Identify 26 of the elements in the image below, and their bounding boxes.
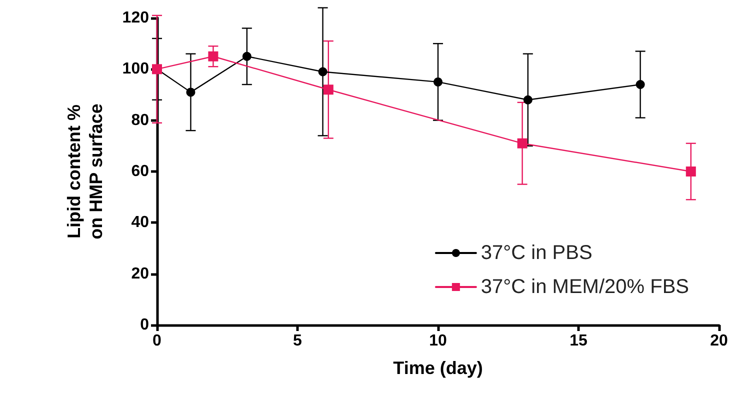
point	[242, 52, 252, 61]
point	[434, 77, 442, 86]
y-tick-label: 0	[140, 316, 150, 334]
y-tick-label: 80	[131, 112, 150, 129]
x-axis-title: Time (day)	[393, 358, 483, 378]
point	[523, 95, 532, 104]
point	[636, 80, 645, 90]
point	[208, 51, 218, 62]
legend-label: 37°C in PBS	[480, 242, 592, 264]
y-tick-label: 100	[122, 60, 150, 78]
point	[686, 166, 696, 176]
point	[517, 138, 528, 148]
x-tick-label: 5	[293, 332, 302, 350]
y-tick-label: 20	[131, 265, 150, 282]
x-tick-label: 10	[429, 332, 447, 350]
legend-label: 37°C in MEM/20% FBS	[480, 276, 690, 298]
y-tick-label: 40	[131, 214, 150, 232]
point	[318, 67, 328, 76]
x-tick-label: 20	[710, 332, 728, 350]
point	[186, 88, 196, 97]
point	[323, 84, 334, 95]
y-tick-label: 60	[131, 163, 150, 180]
x-tick-label: 15	[570, 332, 588, 350]
x-tick-label: 0	[152, 332, 162, 350]
y-axis-title: Lipid content % on HMP surface	[64, 104, 106, 240]
y-tick-label: 120	[122, 10, 150, 26]
